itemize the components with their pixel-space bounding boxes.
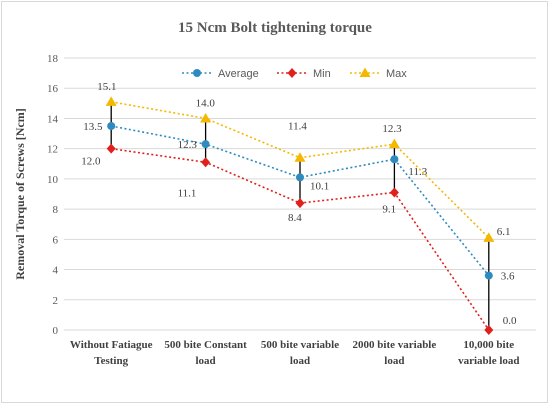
min-marker: [389, 187, 399, 198]
y-tick-label: 16: [47, 83, 59, 95]
max-data-label: 14.0: [196, 97, 216, 109]
x-axis-categories: Without Fatiague Testing 500 bite Constant…: [70, 339, 520, 367]
x-category-label: 10,000 bite: [463, 339, 514, 351]
min-marker: [295, 198, 305, 209]
y-tick-label: 10: [47, 174, 59, 186]
max-marker: [200, 112, 212, 123]
legend-label: Max: [386, 68, 407, 80]
average-line: [111, 125, 490, 277]
data-labels: 13.5 12.3 10.1 11.3 3.6 12.0 11.1 8.4 9.1 0.0 15.1…: [81, 81, 517, 327]
y-tick-label: 18: [47, 53, 59, 65]
x-category-label: variable load: [458, 355, 519, 367]
average-marker: [296, 173, 304, 182]
y-tick-label: 6: [53, 234, 59, 246]
y-tick-label: 14: [47, 113, 59, 125]
y-tick-label: 2: [53, 295, 59, 307]
chart-title: 15 Ncm Bolt tightening torque: [178, 20, 372, 36]
max-data-label: 11.4: [288, 121, 307, 133]
max-marker: [483, 232, 495, 242]
y-axis-label: Removal Torque of Screws [Ncm]: [13, 108, 27, 280]
max-data-label: 15.1: [97, 81, 116, 93]
max-marker: [294, 152, 306, 162]
legend-label: Average: [218, 68, 259, 80]
x-category-label: 500 bite variable: [261, 339, 339, 351]
line-chart: 15 Ncm Bolt tightening torque 0 2 4 6 8 10 12 1…: [13, 20, 536, 367]
min-data-label: 11.1: [178, 187, 197, 199]
min-marker: [106, 143, 116, 154]
average-data-label: 3.6: [501, 271, 515, 283]
average-data-label: 12.3: [178, 139, 198, 151]
max-data-label: 6.1: [497, 226, 511, 238]
min-data-label: 9.1: [382, 203, 396, 215]
y-axis-ticks: 0 2 4 6 8 10 12 14 16 18: [47, 53, 59, 337]
legend-label: Min: [313, 68, 331, 80]
min-marker: [201, 157, 211, 168]
average-data-label: 10.1: [310, 180, 329, 192]
legend: Average Min Max: [182, 68, 407, 80]
max-marker: [105, 96, 117, 106]
y-tick-label: 12: [47, 144, 58, 156]
x-category-label: Testing: [94, 355, 128, 367]
x-category-label: load: [384, 355, 404, 367]
average-marker: [484, 271, 493, 280]
average-marker: [390, 155, 399, 164]
min-data-label: 12.0: [81, 156, 101, 168]
chart-frame: 15 Ncm Bolt tightening torque 0 2 4 6 8 10 12 1…: [1, 1, 548, 403]
max-marker: [388, 138, 400, 149]
y-tick-label: 0: [53, 325, 59, 337]
min-marker: [484, 325, 494, 335]
x-category-label: Without Fatiague: [70, 339, 153, 351]
average-data-label: 13.5: [83, 121, 103, 133]
x-category-label: 500 bite Constant: [164, 339, 247, 351]
x-category-label: load: [290, 355, 310, 367]
min-data-label: 0.0: [503, 315, 517, 327]
min-data-label: 8.4: [288, 212, 302, 224]
max-data-label: 12.3: [382, 123, 402, 135]
average-marker: [107, 122, 116, 130]
y-tick-label: 8: [53, 204, 59, 216]
x-category-label: load: [196, 355, 216, 367]
x-category-label: 2000 bite variable: [353, 339, 437, 351]
series-markers: [105, 67, 495, 335]
y-tick-label: 4: [53, 265, 59, 277]
average-data-label: 11.3: [408, 166, 427, 178]
average-marker: [201, 140, 210, 149]
